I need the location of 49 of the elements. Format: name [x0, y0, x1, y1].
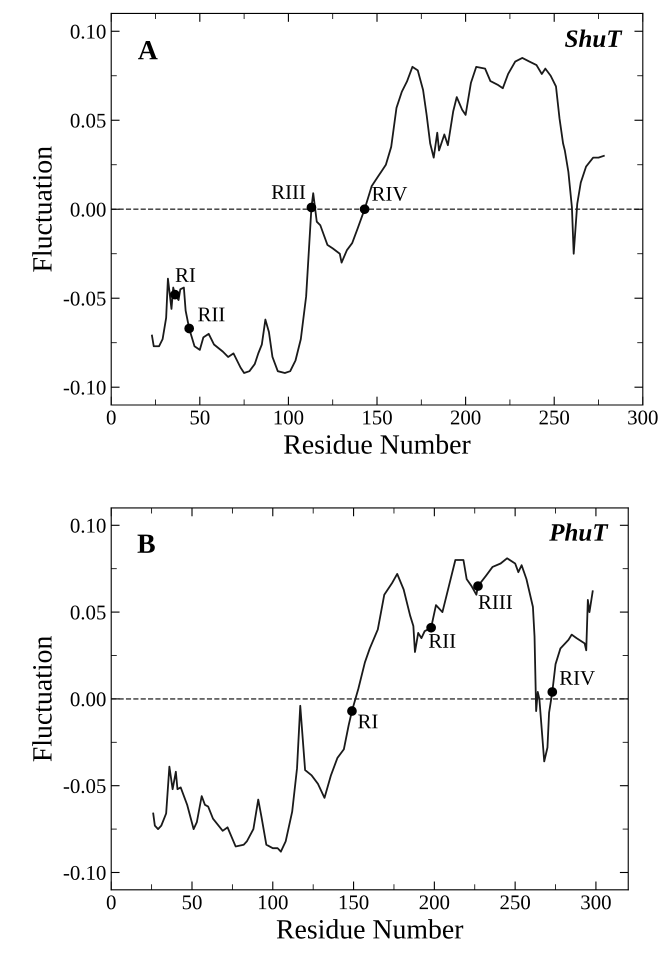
- y-tick-label: 0.05: [70, 114, 106, 128]
- x-tick-label: 250: [500, 895, 530, 910]
- x-tick-label: 0: [106, 895, 116, 910]
- point: [170, 290, 180, 300]
- x-tick-label: 250: [539, 410, 570, 425]
- annotation: RIV: [372, 186, 408, 201]
- x-tick-label: 150: [340, 895, 368, 910]
- x-tick-label: 100: [258, 895, 288, 910]
- y-tick-label: 0.10: [70, 518, 106, 533]
- annotation: RIV: [560, 671, 595, 686]
- point: [347, 706, 357, 716]
- y-tick-label: 0.00: [70, 692, 106, 706]
- y-tick-label: -0.10: [64, 866, 106, 880]
- x-tick-label: 50: [190, 410, 210, 425]
- y-tick-label: 0.10: [70, 24, 106, 39]
- x-tick-label: 300: [628, 410, 658, 425]
- y-axis-title: Fluctuation: [32, 146, 52, 272]
- x-tick-label: 200: [420, 895, 450, 910]
- chart-subtitle: ShuT: [565, 30, 622, 48]
- text: B: [138, 534, 155, 553]
- y-tick-label: 0.00: [70, 202, 106, 217]
- annotation: RI: [358, 714, 378, 728]
- annotation: RIII: [272, 185, 306, 199]
- chart-subtitle: PhuT: [549, 523, 608, 541]
- x-axis-title: Residue Number: [284, 434, 470, 454]
- x-tick-label: 100: [274, 410, 304, 425]
- y-tick-label: -0.10: [64, 380, 106, 395]
- annotation: RII: [198, 308, 225, 322]
- x-axis-title: Residue Number: [276, 919, 464, 939]
- x-tick-label: 200: [450, 410, 480, 425]
- y-axis-title: Fluctuation: [32, 636, 52, 762]
- text: A: [138, 40, 158, 60]
- annotation: RII: [428, 634, 456, 648]
- y-tick-label: -0.05: [64, 292, 106, 306]
- x-tick-label: 300: [581, 895, 611, 910]
- point: [360, 204, 370, 214]
- point: [547, 687, 558, 697]
- annotation: RIII: [478, 595, 512, 609]
- point: [184, 324, 194, 334]
- y-tick-label: 0.05: [70, 605, 106, 620]
- y-tick-label: -0.05: [64, 779, 106, 794]
- x-tick-label: 0: [106, 410, 116, 425]
- annotation: RI: [176, 268, 196, 282]
- point: [426, 622, 436, 633]
- point: [473, 581, 483, 591]
- line-series: [152, 557, 594, 853]
- x-tick-label: 50: [182, 895, 202, 910]
- x-tick-label: 150: [363, 410, 392, 425]
- point: [306, 202, 316, 212]
